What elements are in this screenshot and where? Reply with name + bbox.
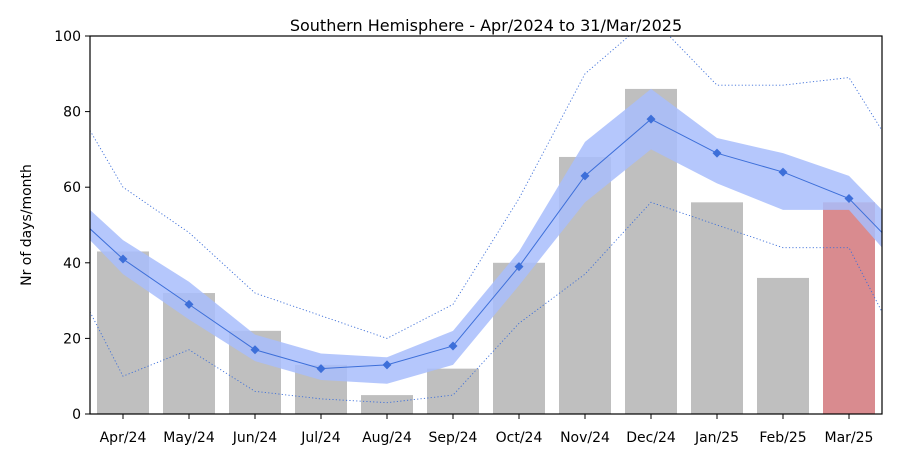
chart-title: Southern Hemisphere - Apr/2024 to 31/Mar… — [290, 16, 682, 35]
x-tick-label-7: Nov/24 — [560, 430, 610, 446]
mean-point-9 — [712, 148, 722, 158]
x-tick-label-4: Aug/24 — [362, 430, 412, 446]
x-tick-label-2: Jun/24 — [232, 430, 277, 446]
x-tick-label-3: Jul/24 — [300, 430, 341, 446]
mean-line — [90, 118, 882, 370]
mean-point-3 — [316, 364, 326, 374]
plot-frame — [89, 35, 883, 415]
bar-4 — [361, 395, 413, 414]
x-axis: Apr/24 May/24 Jun/24 Jul/24 Aug/24 Sep/24 Oct/… — [100, 414, 874, 446]
x-tick-label-5: Sep/24 — [429, 430, 478, 446]
mean-point-4 — [382, 360, 392, 370]
mean-point-10 — [778, 167, 788, 177]
mean-point-11 — [844, 194, 854, 204]
y-tick-label-0: 0 — [72, 407, 81, 423]
x-tick-label-11: Mar/25 — [825, 430, 874, 446]
bar-5 — [427, 368, 479, 414]
y-tick-label-4: 80 — [63, 105, 81, 121]
y-axis-label: Nr of days/month — [19, 164, 35, 286]
x-tick-label-0: Apr/24 — [100, 430, 147, 446]
x-tick-label-10: Feb/25 — [759, 430, 806, 446]
x-tick-label-9: Jan/25 — [694, 430, 739, 446]
max-line — [90, 36, 882, 339]
mean-point-5 — [448, 341, 458, 351]
y-tick-label-5: 100 — [54, 29, 81, 45]
bar-10 — [757, 277, 809, 414]
x-tick-label-8: Dec/24 — [626, 430, 676, 446]
spread-band — [90, 88, 882, 384]
bar-11 — [823, 202, 875, 414]
y-tick-label-2: 40 — [63, 256, 81, 272]
x-tick-label-6: Oct/24 — [496, 430, 543, 446]
mean-point-2 — [250, 345, 260, 355]
y-tick-label-1: 20 — [63, 331, 81, 347]
y-tick-label-3: 60 — [63, 180, 81, 196]
plot-area — [90, 36, 882, 414]
x-tick-label-1: May/24 — [163, 430, 215, 446]
bar-9 — [691, 202, 743, 414]
mean-point-8 — [646, 114, 656, 124]
y-axis: 0 20 40 60 80 100 — [54, 29, 90, 423]
mean-point-7 — [580, 171, 590, 181]
mean-point-0 — [118, 254, 128, 264]
mean-point-1 — [184, 299, 194, 309]
mean-point-6 — [514, 262, 524, 272]
